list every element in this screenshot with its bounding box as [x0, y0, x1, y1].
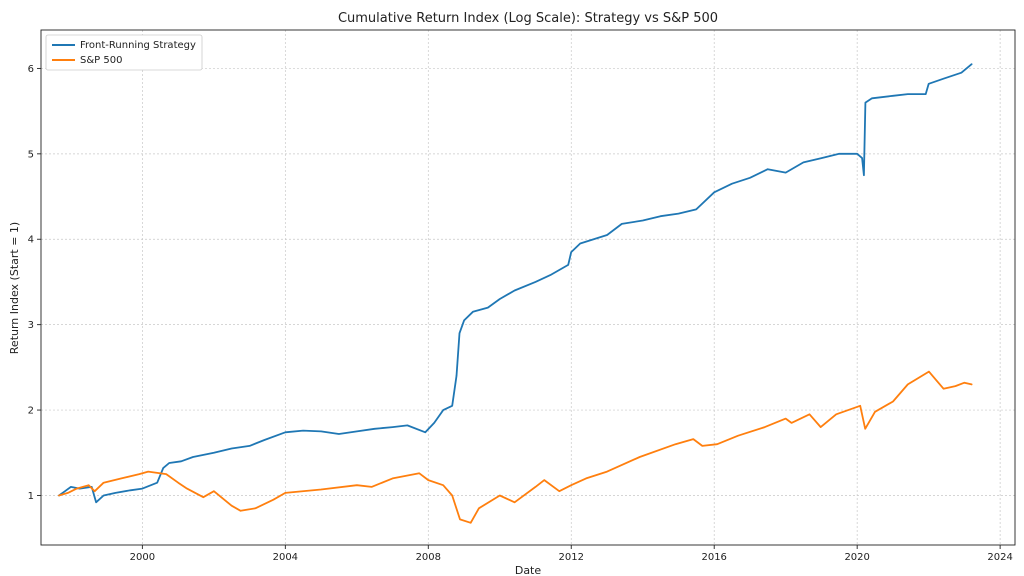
x-tick-label: 2024 — [987, 552, 1012, 563]
strategy-series-line — [58, 63, 973, 504]
legend-label-sp500: S&P 500 — [80, 55, 122, 66]
y-tick-label: 5 — [28, 149, 34, 160]
x-tick-label: 2012 — [559, 552, 584, 563]
chart-title: Cumulative Return Index (Log Scale): Str… — [338, 11, 718, 26]
x-tick-label: 2020 — [844, 552, 869, 563]
x-tick-label: 2004 — [273, 552, 298, 563]
grid — [41, 30, 1015, 545]
x-axis-label: Date — [515, 564, 542, 576]
y-axis-label: Return Index (Start = 1) — [8, 222, 21, 354]
axis-ticks: 2000 2004 2008 2012 2016 2020 2024 1 2 3 4 5 6 — [28, 64, 1013, 563]
x-tick-label: 2008 — [416, 552, 441, 563]
y-tick-label: 3 — [28, 320, 34, 331]
legend-label-strategy: Front-Running Strategy — [80, 40, 196, 51]
y-tick-label: 1 — [28, 491, 34, 502]
x-tick-label: 2016 — [701, 552, 726, 563]
y-tick-label: 6 — [28, 64, 34, 75]
plot-frame — [40, 29, 1016, 546]
legend: Front-Running Strategy S&P 500 — [45, 34, 203, 71]
y-tick-label: 2 — [28, 406, 34, 417]
x-tick-label: 2000 — [130, 552, 155, 563]
sp500-series-line — [58, 370, 973, 524]
y-tick-label: 4 — [28, 235, 34, 246]
legend-box — [45, 34, 203, 71]
series-lines — [58, 63, 973, 524]
